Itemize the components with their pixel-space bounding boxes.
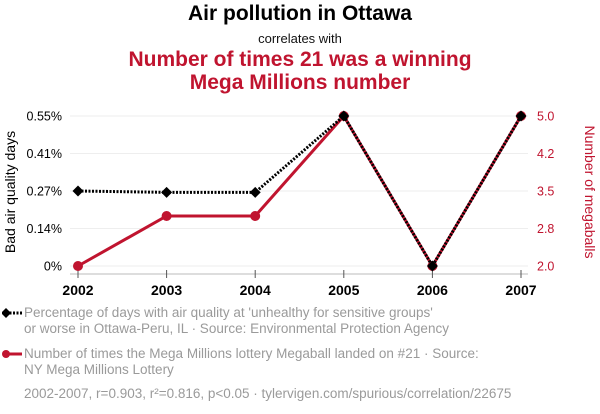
series-line-air-quality <box>77 113 523 269</box>
y-tick-label-left: 0.14% <box>27 222 62 236</box>
chart-subtitle-line1: Number of times 21 was a winning <box>128 48 472 71</box>
chart-subtitle: Number of times 21 was a winning Mega Mi… <box>0 48 600 94</box>
legend-text-line1: Number of times the Mega Millions lotter… <box>24 346 479 361</box>
chart-title: Air pollution in Ottawa <box>188 2 412 25</box>
y-axis-left-label: Bad air quality days <box>2 131 18 253</box>
y-tick-label-left: 0.55% <box>27 110 62 124</box>
y-tick-label-right: 2.8 <box>537 222 554 236</box>
y-axis-right-label: Number of megaballs <box>582 125 598 258</box>
x-tick-label: 2005 <box>328 282 359 298</box>
legend-diamond-dotted-icon <box>2 308 22 318</box>
y-axis-right: 2.0 2.8 3.5 4.2 5.0 <box>537 110 554 274</box>
data-point-air-quality <box>161 186 173 198</box>
y-tick-label-right: 2.0 <box>537 260 554 274</box>
x-tick-label: 2007 <box>505 282 536 298</box>
chart-plot: 2002 2003 2004 2005 2006 2007 0% 0.14% 0.27% 0.4… <box>2 110 598 299</box>
legend-text-line2: NY Mega Millions Lottery <box>24 362 174 377</box>
y-tick-label-left: 0.27% <box>27 185 62 199</box>
data-point-air-quality <box>515 110 527 122</box>
y-tick-label-right: 4.2 <box>537 147 554 161</box>
y-axis-left: 0% 0.14% 0.27% 0.41% 0.55% <box>27 110 62 274</box>
x-tick-label: 2006 <box>417 282 448 298</box>
data-point-air-quality <box>338 110 350 122</box>
legend-text-line1: Percentage of days with air quality at '… <box>24 305 433 320</box>
y-tick-label-left: 0.41% <box>27 147 62 161</box>
series-air-quality <box>72 110 527 272</box>
data-point-megaballs <box>250 211 261 221</box>
legend-item-air-quality: Percentage of days with air quality at '… <box>24 305 564 337</box>
y-tick-label-right: 5.0 <box>537 110 554 124</box>
data-point-air-quality <box>249 186 261 198</box>
legend-text-line2: or worse in Ottawa-Peru, IL · Source: En… <box>24 321 449 336</box>
x-axis: 2002 2003 2004 2005 2006 2007 <box>62 270 537 298</box>
legend-circle-line-icon <box>2 350 22 358</box>
chart-connector: correlates with <box>258 31 342 46</box>
footer-stats: 2002-2007, r=0.903, r²=0.816, p<0.05 · t… <box>24 386 512 401</box>
chart-subtitle-line2: Mega Millions number <box>189 71 411 94</box>
data-point-air-quality <box>72 185 84 197</box>
legend-item-megaballs: Number of times the Mega Millions lotter… <box>24 346 564 378</box>
y-tick-label-left: 0% <box>44 260 62 274</box>
x-tick-label: 2004 <box>240 282 271 298</box>
data-point-megaballs <box>73 261 83 271</box>
y-tick-label-right: 3.5 <box>537 185 554 199</box>
x-tick-label: 2003 <box>151 282 182 298</box>
data-point-air-quality <box>426 260 438 272</box>
x-tick-label: 2002 <box>62 282 93 298</box>
data-point-megaballs <box>161 211 172 221</box>
